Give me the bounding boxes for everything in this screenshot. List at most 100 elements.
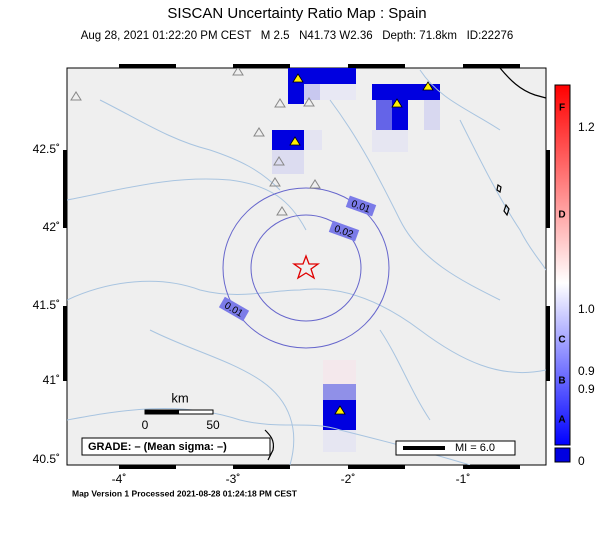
grade-box xyxy=(81,437,271,456)
stations-part xyxy=(273,156,285,166)
scale-label: 50 xyxy=(206,418,220,432)
colorbar-value: 0 xyxy=(578,454,585,468)
lon-label: -1˚ xyxy=(456,472,471,486)
scale-unit: km xyxy=(171,390,188,405)
mi-bar xyxy=(403,446,445,450)
rivers-part xyxy=(379,329,431,421)
cells-part xyxy=(424,100,440,130)
rivers-part xyxy=(67,178,307,231)
stations-active-part xyxy=(334,405,346,415)
stations-active-part xyxy=(292,73,304,83)
colorbar-part xyxy=(554,84,571,446)
cells-part xyxy=(304,84,320,100)
frame-segment xyxy=(463,465,520,469)
colorbar-value: 1.0 xyxy=(578,302,595,316)
lat-label: 40.5˚ xyxy=(33,452,60,466)
stations-active-part xyxy=(391,98,403,108)
cells-part xyxy=(323,384,356,400)
frame-segment xyxy=(119,465,176,469)
frame-ticks xyxy=(63,64,550,469)
grade: GRADE: – (Mean sigma: –) xyxy=(88,441,227,453)
frame-segment xyxy=(233,465,290,469)
grade-label: A xyxy=(558,415,565,426)
rivers-part xyxy=(329,99,501,301)
cells-part xyxy=(304,130,322,150)
stations-part xyxy=(232,66,244,76)
coast-part xyxy=(499,67,547,99)
frame-segment xyxy=(233,64,290,68)
stations-part xyxy=(309,179,321,189)
scale-label: 0 xyxy=(142,418,149,432)
cells-part xyxy=(323,400,356,430)
cells-part xyxy=(372,84,440,100)
epicenter xyxy=(291,254,321,280)
contour-label-box xyxy=(328,220,360,242)
lat-label: 42.5˚ xyxy=(33,142,60,156)
frame-segment xyxy=(63,306,67,381)
lon-label: -3˚ xyxy=(226,472,241,486)
cells-part xyxy=(376,100,392,130)
contour-label-box xyxy=(345,195,377,217)
stations-part xyxy=(253,127,265,137)
lat-labels: 42.5˚ 42˚ 41.5˚ 41˚ 40.5˚ xyxy=(33,142,60,466)
stations-active-part xyxy=(422,81,434,91)
stations xyxy=(70,66,321,216)
cells-part xyxy=(320,84,356,100)
contours-part xyxy=(222,187,390,349)
title: SISCAN Uncertainty Ratio Map : Spain xyxy=(167,5,426,22)
stations-part xyxy=(70,91,82,101)
map-area: 0.01 0.02 0.01 km 0 50 GRADE: – (Mean si… xyxy=(63,64,550,469)
lon-label: -2˚ xyxy=(341,472,356,486)
colorbar-part xyxy=(554,447,571,463)
stations-active xyxy=(289,73,434,415)
subtitle: Aug 28, 2021 01:22:20 PM CEST M 2.5 N41.… xyxy=(81,30,514,42)
rivers-part xyxy=(99,99,281,191)
cells-part xyxy=(272,130,304,150)
lon-label: -4˚ xyxy=(112,472,127,486)
rivers-part xyxy=(149,329,295,465)
grade-label: F xyxy=(559,103,565,114)
scale-bar xyxy=(145,410,179,414)
grade-label: C xyxy=(558,335,565,346)
cells-part xyxy=(323,360,356,384)
grade-label: B xyxy=(558,376,565,387)
cells-part xyxy=(392,100,408,130)
map-area-part xyxy=(66,67,547,466)
coast-part xyxy=(264,429,275,461)
frame-segment xyxy=(348,64,405,68)
frame-segment xyxy=(463,64,520,68)
stations-part xyxy=(303,97,315,107)
colorbar-value: 0.9 xyxy=(578,382,595,396)
lat-label: 41˚ xyxy=(43,373,60,387)
stations-part xyxy=(274,98,286,108)
coast-part xyxy=(503,203,510,217)
frame-segment xyxy=(63,150,67,228)
lat-label: 42˚ xyxy=(43,220,60,234)
cells-part xyxy=(288,68,304,104)
stations-part xyxy=(276,206,288,216)
rivers-part xyxy=(419,69,501,131)
mi-label: MI = 6.0 xyxy=(455,442,495,454)
contours-part xyxy=(250,214,362,322)
mi-box xyxy=(395,440,516,456)
rivers-part xyxy=(459,119,546,271)
lon-labels: -4˚ -3˚ -2˚ -1˚ xyxy=(112,472,471,486)
frame-segment xyxy=(119,64,176,68)
grade-label: D xyxy=(558,210,565,221)
contour-label-box xyxy=(218,296,250,322)
cells-part xyxy=(372,130,408,152)
cells xyxy=(272,68,440,452)
colorbar-value: 1.2 xyxy=(578,120,595,134)
stations-active-part xyxy=(289,136,301,146)
frame-segment xyxy=(546,150,550,228)
colorbar-part: 1.2 1.0 0.9 0.9 0 xyxy=(578,120,595,468)
footer: Map Version 1 Processed 2021-08-28 01:24… xyxy=(72,488,298,498)
frame-segment xyxy=(546,306,550,381)
contours xyxy=(222,187,390,349)
cells-part xyxy=(304,68,356,84)
cells-part xyxy=(272,150,304,174)
colorbar-part: F D C B A xyxy=(558,103,565,426)
coast xyxy=(264,67,547,461)
stations-part xyxy=(269,177,281,187)
